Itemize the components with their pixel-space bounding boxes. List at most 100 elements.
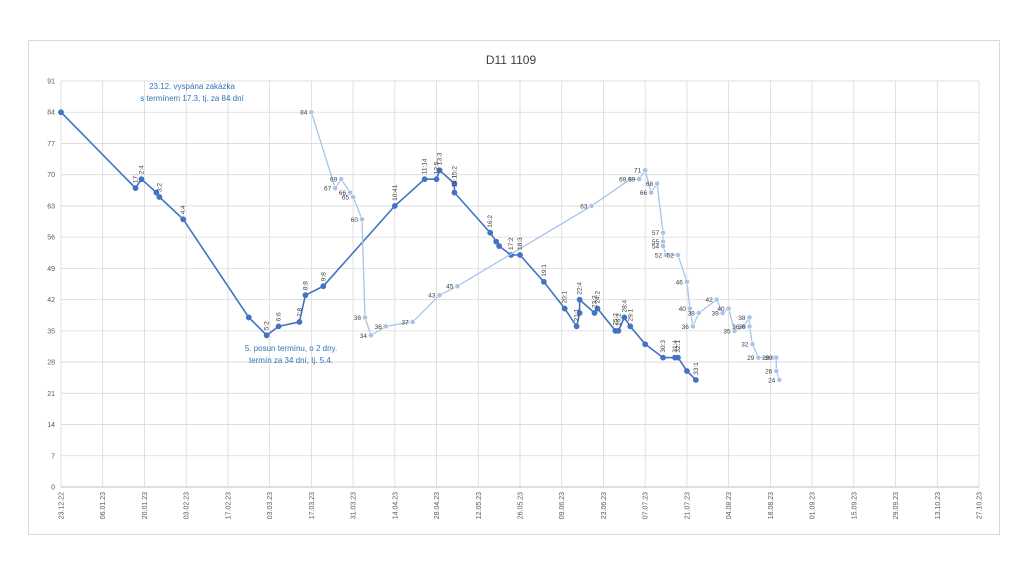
data-point <box>302 292 309 299</box>
data-label: 21:1 <box>574 308 581 321</box>
data-point <box>436 167 443 174</box>
data-point <box>436 292 443 299</box>
x-tick-label: 09.06.23 <box>559 492 566 519</box>
data-point <box>561 305 568 312</box>
data-label: 39 <box>711 311 719 318</box>
data-label: 20:1 <box>562 290 569 303</box>
data-point <box>591 310 598 316</box>
data-point <box>746 323 753 330</box>
annotation-text: termín za 34 dní, tj. 5.4. <box>249 356 333 365</box>
data-label: 84 <box>300 110 308 117</box>
data-point <box>156 194 163 200</box>
data-label: 37 <box>401 319 409 326</box>
data-label: 18:3 <box>517 237 524 250</box>
data-point <box>391 203 398 209</box>
data-label-layer: 17:2:4 3:2 4:4 5:2 6:6 7:8 8:8 9:8 10:41 11:14 12:… <box>133 110 776 385</box>
data-label: 32:1 <box>675 340 682 353</box>
data-point <box>433 176 440 183</box>
data-point <box>332 185 339 191</box>
annotation-text: 23.12. vyspána zakázka <box>149 82 235 91</box>
x-tick-label: 15.09.23 <box>851 492 858 519</box>
x-tick-label: 01.09.23 <box>810 492 817 519</box>
data-label: 6:6 <box>276 312 283 321</box>
data-point <box>576 296 583 303</box>
data-label: 32 <box>741 342 749 349</box>
annotation-text: 5. posun termínu, o 2 dny. <box>245 344 337 353</box>
data-label: 16:2 <box>487 215 494 228</box>
data-point <box>755 354 762 361</box>
data-point <box>132 185 139 191</box>
data-point <box>642 167 649 174</box>
data-point <box>58 109 64 116</box>
data-point <box>675 354 681 361</box>
x-tick-label: 26.05.23 <box>518 492 525 519</box>
data-label: 12:5 <box>434 161 441 174</box>
data-label: 39 <box>688 311 696 318</box>
data-label: 35 <box>723 328 731 335</box>
data-label: 45 <box>446 284 454 291</box>
x-tick-label: 18.08.23 <box>768 492 775 519</box>
chart-svg: D11 1109 0 7 14 21 28 35 42 49 56 63 70 77 84 91 23.1… <box>47 53 984 519</box>
data-label: 24 <box>768 377 776 384</box>
x-tick-label: 03.02.23 <box>184 492 191 519</box>
data-label: 2:4 <box>139 165 146 174</box>
data-label: 42 <box>705 297 713 304</box>
data-point <box>368 332 374 339</box>
data-point <box>648 189 655 196</box>
data-point <box>382 323 389 330</box>
data-label: 57 <box>652 230 660 237</box>
data-point <box>692 377 699 383</box>
data-point <box>689 323 696 330</box>
data-label: 68 <box>646 181 654 188</box>
y-tick-label: 84 <box>47 110 55 117</box>
data-point <box>621 314 628 321</box>
data-label: 13:3 <box>437 152 444 165</box>
data-point <box>663 252 669 258</box>
data-label: 26 <box>765 369 773 376</box>
x-tick-label: 27.10.23 <box>977 492 984 519</box>
data-label: 52 <box>667 253 675 260</box>
data-point <box>725 305 732 312</box>
data-point <box>296 319 303 325</box>
data-point <box>275 323 282 330</box>
data-point <box>338 176 345 183</box>
chart-title: D11 1109 <box>486 53 537 67</box>
data-point <box>684 368 690 374</box>
y-tick-label: 56 <box>47 235 55 242</box>
y-tick-label: 0 <box>51 485 55 492</box>
data-label: 38 <box>354 315 362 322</box>
data-label: 8:8 <box>302 281 309 290</box>
x-tick-label: 06.01.23 <box>100 492 107 519</box>
data-label: 55 <box>652 239 660 246</box>
y-tick-label: 63 <box>47 203 55 210</box>
data-label: 66 <box>339 190 347 197</box>
data-point <box>746 314 753 321</box>
data-point <box>675 252 681 258</box>
data-label: 71 <box>634 168 642 175</box>
x-tick-label: 17.02.23 <box>225 492 232 519</box>
data-label: 29 <box>747 355 755 362</box>
data-point <box>350 194 356 200</box>
data-label: 31:4 <box>672 340 679 353</box>
data-point <box>654 180 661 187</box>
data-label: 60 <box>351 217 359 224</box>
data-point <box>421 176 428 183</box>
x-tick-label: 03.03.23 <box>267 492 274 519</box>
data-label: 29:1 <box>627 308 634 321</box>
data-point <box>776 377 783 383</box>
y-tick-label: 21 <box>47 391 55 398</box>
data-point <box>454 283 461 290</box>
data-label: 30:3 <box>660 340 667 353</box>
data-label: 36 <box>375 324 383 331</box>
x-tick-label: 23.06.23 <box>601 492 608 519</box>
x-tick-label: 29.09.23 <box>893 492 900 519</box>
data-label: 36 <box>682 324 690 331</box>
x-tick-label: 12.05.23 <box>476 492 483 519</box>
data-point <box>359 216 365 223</box>
data-point <box>362 314 368 321</box>
data-label: 23:3 <box>592 295 599 308</box>
data-label: 19:1 <box>541 264 548 277</box>
data-label: 33:1 <box>693 362 700 375</box>
data-label: 25:2 <box>612 313 619 326</box>
data-label: 22:4 <box>577 282 584 295</box>
